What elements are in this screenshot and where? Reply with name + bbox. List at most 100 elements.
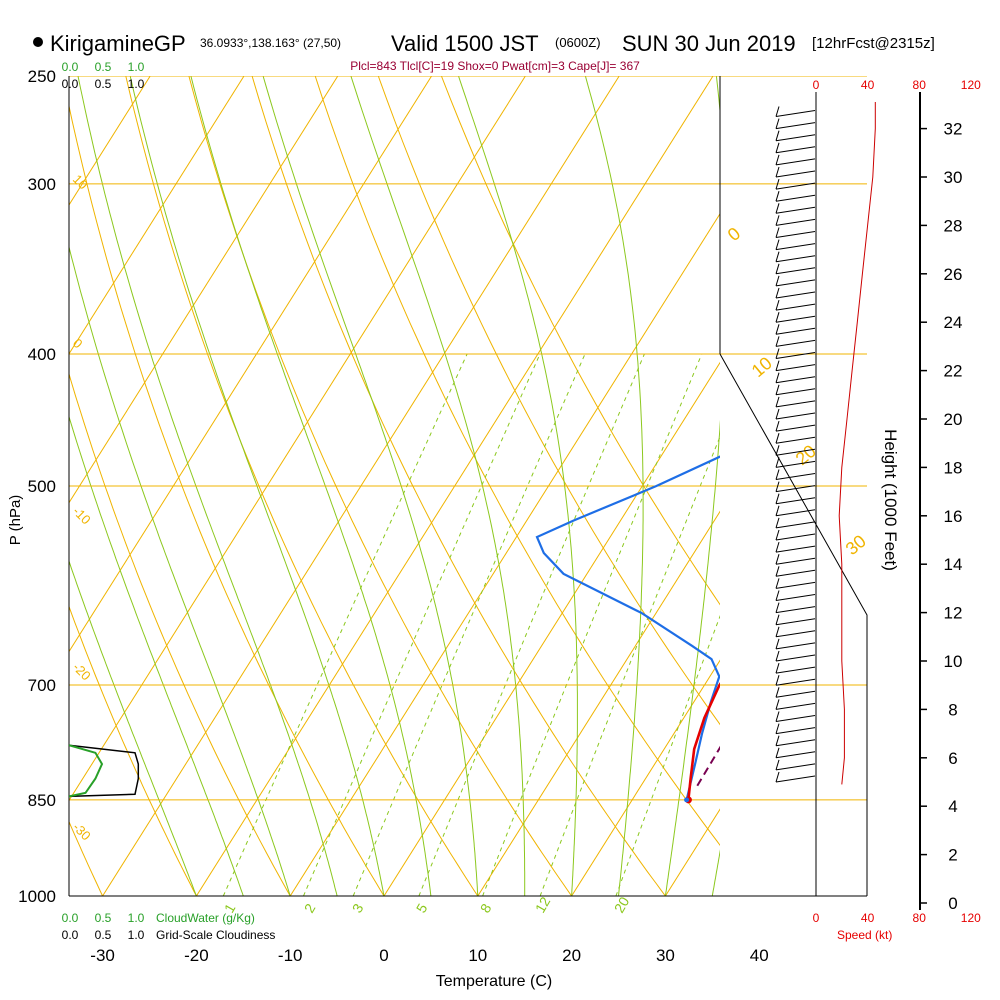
dry-adiabat-line: [69, 103, 385, 896]
wind-barb: [775, 231, 816, 238]
cloudiness-tick-bottom: 1.0: [128, 928, 145, 942]
wind-barb: [775, 557, 816, 565]
x-axis-title: Temperature (C): [436, 973, 552, 990]
mixing-ratio-line: [352, 353, 586, 896]
temperature-tick-label: -30: [90, 946, 115, 965]
speed-tick-label-top: 120: [961, 78, 981, 92]
wind-barb-feather: [775, 747, 780, 758]
cloudwater-tick-bottom: 1.0: [128, 911, 145, 925]
forecast-date: SUN 30 Jun 2019: [622, 31, 796, 56]
wind-speed-line: [838, 102, 876, 785]
wind-barb-feather: [775, 420, 780, 432]
wind-barb-feather: [775, 299, 780, 311]
mixing-ratio-line: [222, 353, 468, 896]
height-tick-label: 14: [944, 555, 963, 574]
utc-time: (0600Z): [555, 35, 601, 50]
isotherm-label: 30: [842, 531, 870, 559]
speed-tick-label-top: 80: [913, 78, 927, 92]
wind-barb: [775, 715, 816, 722]
wind-barb-feather: [775, 360, 780, 371]
mixing-ratio-label: 12: [532, 894, 554, 916]
wind-barb-feather: [775, 166, 780, 178]
temperature-tick-label: 30: [656, 946, 675, 965]
wind-barb-feather: [775, 602, 780, 613]
pressure-tick-label: 850: [28, 791, 56, 810]
moist-adiabat-line: [77, 76, 338, 896]
wind-barb-feather: [775, 215, 780, 226]
temperature-tick-label: 40: [750, 946, 769, 965]
wind-barb: [775, 400, 816, 408]
wind-barb: [775, 727, 816, 735]
wind-barb-feather: [775, 203, 780, 214]
wind-barb-feather: [775, 263, 780, 274]
wind-barb: [775, 678, 816, 686]
temperature-tick-label: -10: [278, 946, 303, 965]
dry-adiabat-label: -30: [70, 820, 94, 844]
height-tick-label: 30: [944, 168, 963, 187]
cloudwater-tick-bottom: 0.0: [62, 911, 79, 925]
speed-tick-label-bottom: 120: [961, 911, 981, 925]
wind-barb-feather: [775, 711, 780, 722]
wind-barb: [775, 545, 816, 553]
dry-adiabat-line: [440, 76, 720, 606]
wind-barb: [775, 606, 816, 614]
wind-barb: [775, 315, 816, 323]
wind-barb-feather: [775, 118, 780, 129]
wind-barb-feather: [775, 493, 780, 504]
height-tick-label: 28: [944, 216, 963, 235]
cloudiness-tick-top: 0.5: [95, 77, 112, 91]
wind-barb-feather: [775, 154, 780, 166]
temperature-line: [687, 682, 720, 801]
wind-barb: [775, 170, 816, 178]
isotherm-line: [69, 76, 245, 355]
wind-barb-feather: [775, 675, 780, 686]
wind-barb: [775, 739, 816, 747]
isotherm-label: 0: [724, 223, 745, 245]
wind-barb: [775, 339, 816, 347]
moist-adiabat-line: [584, 76, 644, 896]
wind-barb-feather: [775, 142, 780, 153]
cloudiness-tick-bottom: 0.5: [95, 928, 112, 942]
moist-adiabat-line: [129, 76, 385, 896]
dry-adiabat-label: -10: [70, 504, 94, 528]
wind-barb-feather: [775, 445, 780, 456]
wind-barb-feather: [775, 336, 780, 347]
wind-barb: [775, 618, 816, 626]
dry-adiabat-line: [125, 76, 479, 896]
wind-barb: [775, 594, 816, 601]
mixing-ratio-line: [539, 435, 720, 896]
cloudwater-tick-bottom: 0.5: [95, 911, 112, 925]
wind-barb-feather: [775, 348, 780, 359]
speed-tick-label-bottom: 40: [861, 911, 875, 925]
cloudwater-tick-top: 0.0: [62, 60, 79, 74]
pressure-tick-label: 400: [28, 345, 56, 364]
wind-barb-feather: [775, 433, 780, 444]
wind-barb: [775, 569, 816, 577]
isotherm-line: [477, 510, 720, 896]
cloudwater-axis-title: CloudWater (g/Kg): [156, 911, 255, 925]
height-tick-label: 24: [944, 313, 963, 332]
mixing-ratio-line: [615, 614, 720, 896]
moist-adiabat-line: [69, 244, 291, 896]
wind-barb-feather: [775, 578, 780, 589]
wind-barb-feather: [775, 384, 780, 395]
pressure-tick-label: 300: [28, 175, 56, 194]
wind-barb-feather: [775, 372, 780, 383]
wind-barb: [775, 291, 816, 299]
wind-barb: [775, 436, 816, 444]
wind-barb-feather: [775, 481, 780, 492]
dry-adiabat-line: [69, 605, 197, 896]
wind-barb-feather: [775, 566, 780, 577]
height-tick-label: 6: [948, 749, 957, 768]
mixing-ratio-label: 2: [301, 901, 319, 916]
wind-barb-feather: [775, 275, 780, 287]
wind-barb: [775, 666, 816, 674]
mixing-ratio-label: 5: [413, 901, 431, 916]
height-tick-label: 8: [948, 700, 957, 719]
cloudiness-tick-top: 0.0: [62, 77, 79, 91]
mixing-ratio-line: [482, 353, 703, 896]
wind-barb-feather: [775, 759, 780, 771]
wind-barb: [775, 642, 816, 650]
wind-barb: [775, 352, 816, 359]
dry-adiabat-line: [314, 76, 720, 847]
